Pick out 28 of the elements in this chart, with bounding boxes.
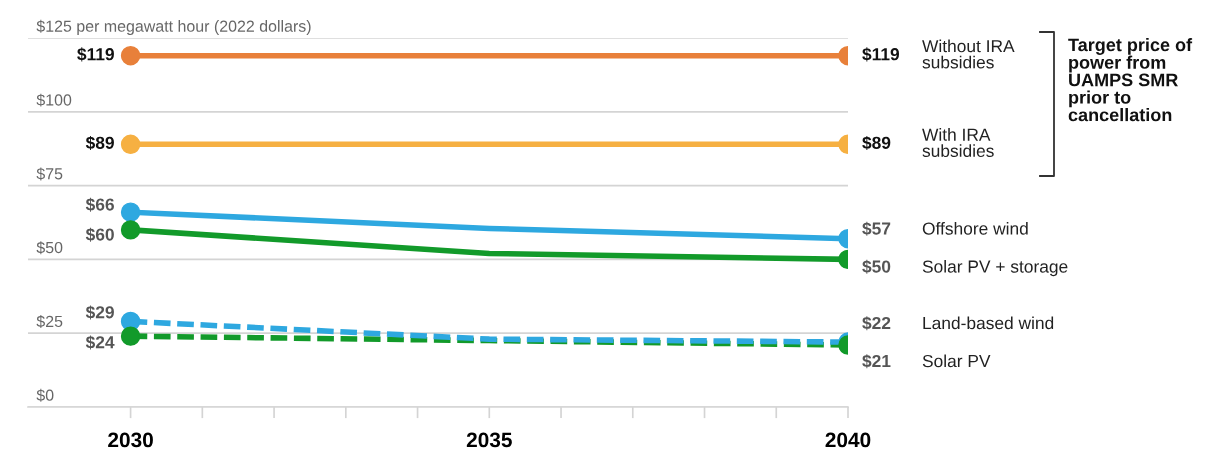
data-label: $119: [862, 47, 900, 62]
text: Solar PV: [922, 354, 991, 368]
text: With IRA subsidies: [922, 128, 994, 158]
text: Offshore wind: [922, 221, 1028, 235]
data-label: $66: [85, 197, 114, 212]
data-label: $22: [862, 316, 891, 331]
text: Target price of power from UAMPS SMR prior to cancellation: [1068, 38, 1193, 122]
data-label: $60: [85, 227, 114, 242]
text: Without IRA subsidies: [922, 39, 1015, 69]
data-label: $89: [85, 135, 114, 151]
x-tick-label: 2030: [108, 432, 153, 448]
data-label: $89: [862, 135, 891, 151]
data-label: $57: [862, 221, 891, 236]
y-tick-label: $125 per megawatt hour (2022 dollars): [36, 19, 311, 35]
y-tick-label: $100: [36, 93, 72, 107]
y-tick-label: $50: [36, 241, 63, 255]
y-tick-label: $75: [36, 167, 63, 181]
x-tick-label: 2035: [466, 432, 512, 448]
data-label: $29: [85, 305, 114, 320]
data-label: $50: [862, 259, 891, 274]
data-label: $24: [85, 335, 115, 350]
data-label: $119: [77, 47, 114, 62]
y-tick-label: $25: [36, 315, 63, 328]
data-label: $21: [862, 354, 891, 369]
x-tick-label: 2040: [825, 432, 871, 448]
text: Solar PV + storage: [922, 259, 1068, 277]
text: Land-based wind: [923, 316, 1054, 330]
y-tick-label: $0: [36, 388, 54, 402]
